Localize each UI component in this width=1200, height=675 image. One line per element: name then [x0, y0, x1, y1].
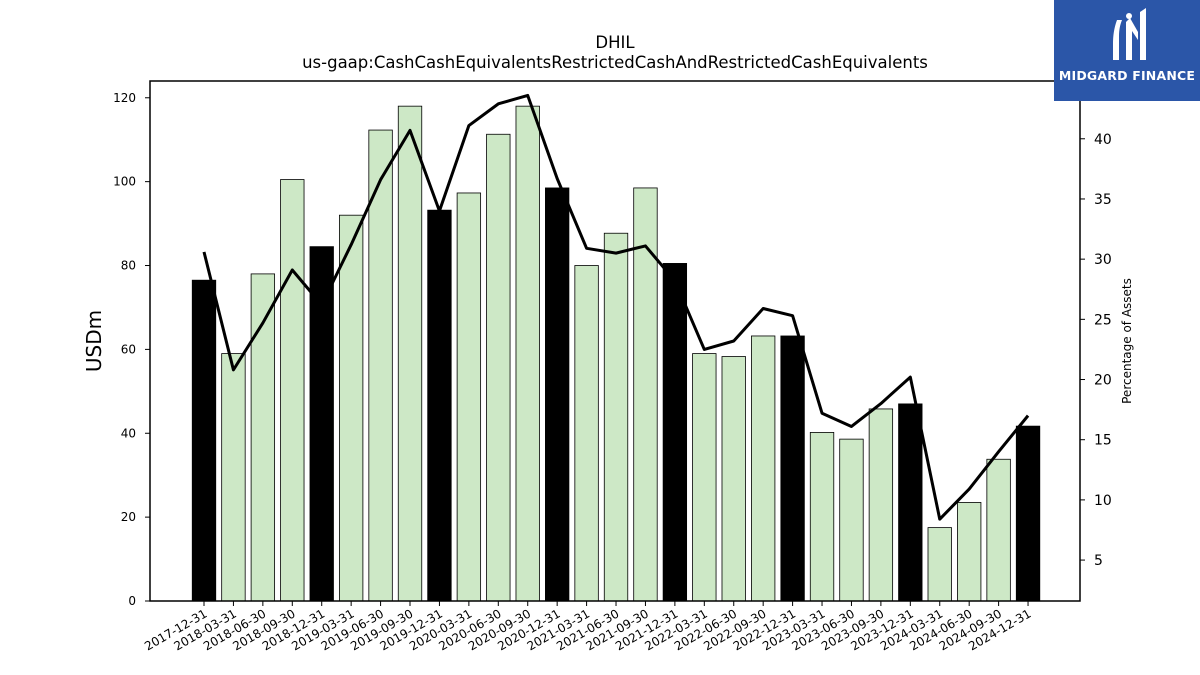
- bars-group: [191, 105, 1041, 602]
- bar-2022-06-30: [721, 356, 746, 602]
- chart-title: DHIL: [595, 33, 635, 52]
- y-tick-label: 0: [128, 594, 136, 608]
- bar-2018-09-30: [280, 179, 305, 602]
- y-tick-label: 80: [121, 259, 136, 273]
- chart-subtitle: us-gaap:CashCashEquivalentsRestrictedCas…: [302, 53, 928, 72]
- bar-2021-03-31: [574, 265, 599, 602]
- bar-2021-06-30: [603, 232, 629, 602]
- plot-frame: [149, 80, 1081, 602]
- bar-2019-12-31: [427, 209, 452, 602]
- bar-2023-09-30: [868, 408, 894, 602]
- bar-2024-09-30: [986, 458, 1011, 602]
- logo-mark-icon: [1113, 8, 1146, 60]
- bar-2021-12-31: [662, 263, 688, 602]
- y2-tick-label: 10: [1094, 493, 1112, 509]
- y2-tick-label: 25: [1094, 312, 1112, 328]
- logo-text: MIDGARD FINANCE: [1058, 68, 1196, 83]
- bar-2020-03-31: [456, 192, 482, 602]
- percentage-line: [202, 93, 1030, 521]
- bar-2018-12-31: [309, 246, 334, 602]
- bar-2022-03-31: [692, 353, 717, 602]
- bar-2024-06-30: [957, 502, 982, 602]
- bar-2024-12-31: [1015, 425, 1041, 602]
- y2-tick-label: 5: [1094, 553, 1103, 569]
- y-tick-label: 60: [121, 342, 136, 356]
- bar-2023-06-30: [839, 438, 864, 602]
- bar-2018-03-31: [221, 353, 246, 602]
- bar-2023-12-31: [898, 403, 923, 602]
- y-tick-label: 40: [121, 426, 136, 440]
- midgard-finance-logo: MIDGARD FINANCE: [1054, 0, 1200, 101]
- bar-2022-09-30: [751, 335, 776, 602]
- bar-2019-09-30: [397, 105, 423, 602]
- y-tick-label: 100: [113, 175, 136, 189]
- bar-2017-12-31: [191, 279, 217, 602]
- y-axis-label: USDm: [82, 310, 106, 372]
- y2-tick-label: 20: [1094, 373, 1112, 389]
- y2-tick-label: 30: [1094, 252, 1112, 268]
- bar-2021-09-30: [633, 187, 658, 602]
- y2-tick-label: 15: [1094, 433, 1112, 449]
- line-group: [202, 93, 1030, 521]
- y2-tick-label: 40: [1094, 132, 1112, 148]
- bar-2020-09-30: [515, 105, 540, 602]
- bar-2022-12-31: [780, 335, 805, 602]
- bar-2020-12-31: [545, 187, 570, 602]
- axes-group: 0204060801001205101520253035402017-12-31…: [113, 80, 1112, 653]
- y2-axis-label: Percentage of Assets: [1120, 278, 1134, 404]
- bar-2023-03-31: [809, 432, 835, 602]
- bar-2019-03-31: [338, 214, 364, 602]
- bar-2024-03-31: [927, 527, 952, 602]
- y2-tick-label: 35: [1094, 192, 1112, 208]
- bar-2020-06-30: [486, 133, 511, 602]
- y-tick-label: 120: [113, 91, 136, 105]
- y-tick-label: 20: [121, 510, 136, 524]
